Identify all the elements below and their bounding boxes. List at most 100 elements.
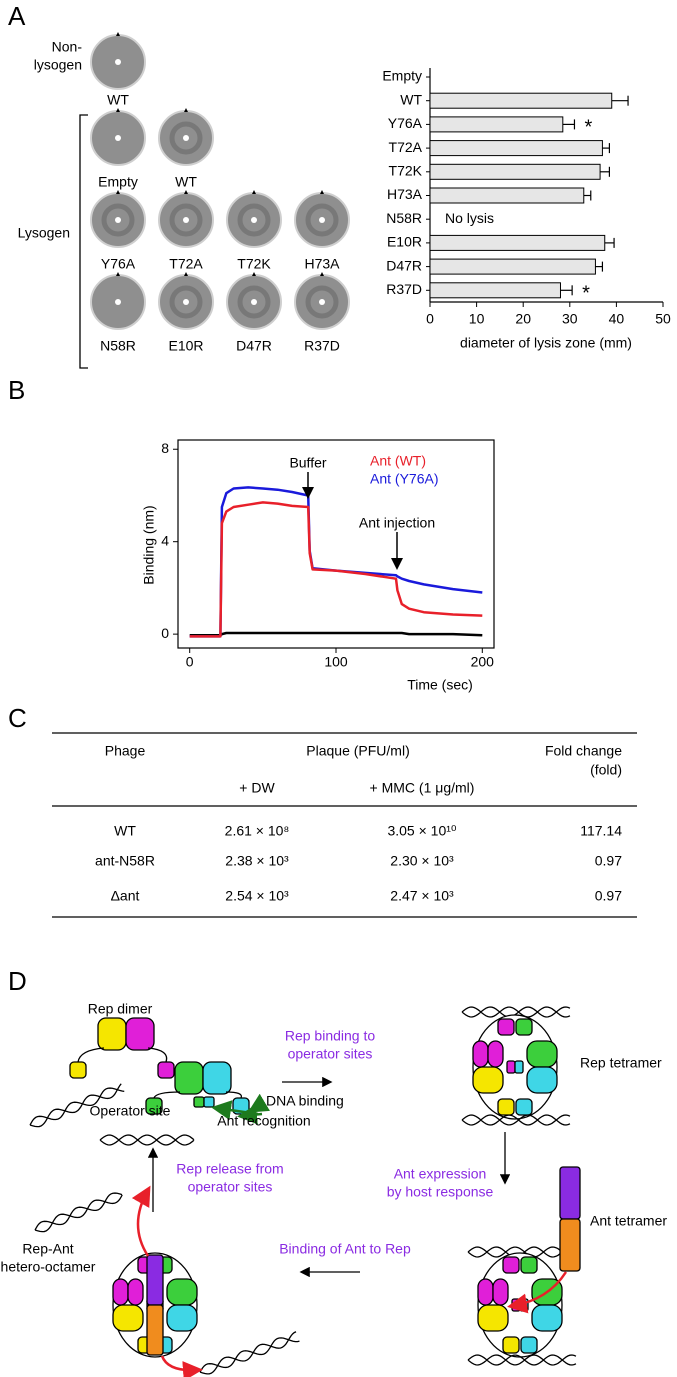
diagram-label: Rep binding to [285,1028,376,1044]
protein-domain [520,1336,538,1354]
plaque-label: H73A [304,256,340,272]
connector [131,1185,151,1257]
plate-mark [116,108,120,112]
protein-domain [477,1304,509,1332]
protein-domain [166,1278,198,1306]
plate-mark [116,272,120,276]
protein-domain [559,1166,581,1220]
protein-domain [526,1066,558,1094]
diagram-label: Rep dimer [88,1001,153,1017]
x-tick-label: 20 [515,311,531,327]
table-header: Plaque (PFU/ml) [306,743,409,759]
plaque-center [115,135,121,141]
bar [429,116,564,133]
bar [429,258,596,275]
x-tick-label: 0 [426,311,434,327]
annotation: No lysis [445,210,494,226]
dna [461,1006,571,1018]
protein-domain [112,1278,129,1306]
plaque-label: Empty [98,174,138,190]
protein-domain [497,1098,515,1116]
y-tick-label: T72A [389,139,423,155]
protein-domain [127,1278,144,1306]
plot-frame [177,439,495,649]
protein-domain [472,1066,504,1094]
protein-domain [492,1278,509,1306]
plate-mark [116,190,120,194]
plaque-center [319,217,325,223]
plaque-label: WT [107,92,129,108]
y-tick-label: 8 [161,440,169,456]
plate-mark [116,32,120,36]
plaque-center [183,217,189,223]
protein-domain [487,1040,504,1068]
data-line [189,631,483,637]
diagram-label: Ant expression [394,1166,487,1182]
connector [77,1047,105,1063]
protein-domain [146,1304,164,1356]
dna [99,1134,195,1146]
y-tick-label: Empty [382,68,422,84]
protein-domain [497,1018,515,1036]
dna [467,1354,577,1366]
table-cell: 3.05 × 10¹⁰ [387,823,456,839]
lysis-ring [237,203,271,237]
table-cell: 2.54 × 10³ [225,888,289,904]
lysis-ring [169,121,203,155]
diagram-label: Rep-Ant [22,1241,73,1257]
plaque-label: R37D [304,338,340,354]
x-tick-label: 0 [186,654,194,670]
protein-domain [97,1017,127,1051]
connector [225,1091,243,1099]
plate-mark [184,272,188,276]
legend-entry: Ant (WT) [370,453,426,469]
annotation: Buffer [289,455,326,471]
diagram-label: Ant recognition [217,1113,310,1129]
diagram-label: Rep tetramer [580,1055,662,1071]
protein-domain [531,1304,563,1332]
y-tick-label: Y76A [388,115,423,131]
plate-mark [252,190,256,194]
diagram-label: Rep release from [176,1161,283,1177]
protein-domain [112,1304,144,1332]
plaque-center [251,299,257,305]
diagram-label: operator sites [188,1179,273,1195]
table-subheader: + DW [239,780,275,796]
x-tick-label: 40 [609,311,625,327]
dna [34,1192,123,1233]
data-line [189,501,483,638]
connector [147,1047,168,1063]
diagram-label: Operator site [90,1103,171,1119]
protein-domain [506,1060,516,1074]
protein-domain [520,1256,538,1274]
plate-mark [184,190,188,194]
table-cell: ant-N58R [95,853,155,869]
dna [461,1114,571,1126]
x-tick-label: 50 [655,311,671,327]
protein-domain [526,1040,558,1068]
dna [29,1083,125,1128]
table-cell: 2.61 × 10⁸ [225,823,290,839]
plaque-label: E10R [168,338,203,354]
table-cell: 2.38 × 10³ [225,853,289,869]
connector [153,1091,181,1099]
bar [429,163,601,180]
protein-domain [174,1061,204,1095]
protein-domain [472,1040,489,1068]
table-cell: 0.97 [595,853,622,869]
plaque-center [251,217,257,223]
panel-label: C [8,703,27,733]
protein-domain [515,1098,533,1116]
plaque-label: T72A [169,256,203,272]
panel-label: A [8,1,26,31]
connector [160,1355,203,1377]
annotation: * [584,117,592,139]
y-tick-label: H73A [387,186,423,202]
lysis-ring [237,285,271,319]
diagram-label: DNA binding [266,1093,344,1109]
table-cell: 2.30 × 10³ [390,853,454,869]
table-cell: WT [114,823,136,839]
connector [247,1093,271,1113]
plaque-center [319,299,325,305]
protein-domain [193,1096,205,1108]
